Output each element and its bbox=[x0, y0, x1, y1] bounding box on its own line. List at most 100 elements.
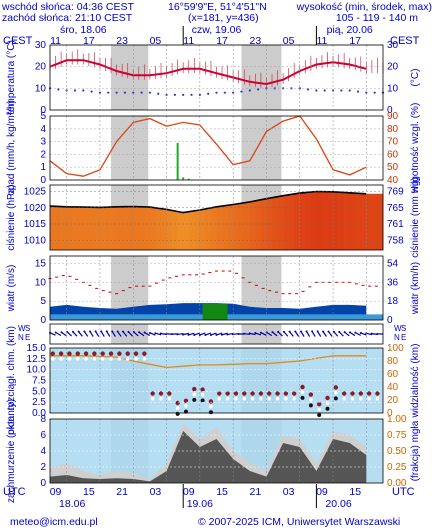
wind-arrow-head bbox=[311, 330, 314, 333]
wind-arrow-head bbox=[359, 331, 362, 334]
y-tick-label: 3 bbox=[40, 137, 46, 148]
y-tick-label-right: 90 bbox=[387, 111, 399, 122]
cloud-base-dot bbox=[367, 396, 371, 401]
cloud-dense-dot bbox=[325, 406, 330, 411]
pressure-fill bbox=[144, 206, 151, 250]
y-tick-label-right: 20 bbox=[387, 395, 399, 406]
wind-arrow bbox=[89, 331, 94, 337]
pressure-fill bbox=[210, 207, 217, 250]
y-tick-label-right: 758 bbox=[387, 235, 404, 246]
wind-arrow-head bbox=[105, 330, 108, 333]
pressure-fill bbox=[216, 206, 223, 250]
pressure-fill bbox=[222, 205, 228, 250]
dew-point bbox=[315, 89, 318, 92]
coordinates-text: 16°59'9"E, 51°4'51"N bbox=[168, 1, 267, 13]
pressure-fill bbox=[61, 206, 67, 250]
y-axis-label-right: (frakcja) mgła bbox=[410, 420, 421, 481]
y-tick-label: 0 bbox=[40, 315, 46, 326]
pressure-fill bbox=[277, 196, 284, 250]
pressure-fill bbox=[88, 207, 95, 250]
dew-point bbox=[157, 92, 160, 95]
pressure-fill bbox=[55, 206, 62, 250]
wind-arrow-head bbox=[159, 332, 162, 335]
y-tick-label-right: 80 bbox=[387, 356, 399, 367]
wind-arrow bbox=[61, 331, 67, 337]
cloud-base-dot bbox=[175, 406, 180, 411]
pressure-fill bbox=[83, 207, 90, 250]
pressure-fill bbox=[288, 194, 295, 250]
y-tick-label-right: 18 bbox=[387, 296, 399, 307]
cloud-base-dot bbox=[192, 392, 197, 397]
hour-tick-top: 17 bbox=[216, 35, 228, 47]
pressure-fill bbox=[283, 195, 289, 250]
cloud-top-dot bbox=[142, 351, 147, 356]
wind-arrow bbox=[249, 332, 256, 336]
pressure-fill bbox=[133, 206, 140, 250]
cloud-top-dot bbox=[167, 391, 172, 396]
pressure-fill bbox=[66, 206, 73, 250]
y-tick-label-right: 40 bbox=[387, 175, 399, 186]
cloud-top-dot bbox=[250, 391, 255, 396]
y-axis-label: ciśnienie (hPa) bbox=[6, 184, 17, 250]
cloud-base-dot bbox=[242, 396, 247, 401]
wind-arrow-head bbox=[127, 330, 130, 333]
temperature-line bbox=[49, 59, 367, 86]
pressure-fill bbox=[371, 193, 378, 250]
wind-arrow bbox=[366, 332, 373, 336]
dew-point bbox=[232, 91, 235, 94]
precip-bar bbox=[176, 142, 179, 180]
y-axis-label-right: widzialność (km) bbox=[410, 344, 421, 419]
precip-bar bbox=[187, 178, 190, 180]
pressure-fill bbox=[255, 200, 262, 250]
hour-tick-bottom: 21 bbox=[250, 486, 262, 498]
cloud-top-dot bbox=[308, 392, 314, 397]
pressure-fill bbox=[138, 206, 145, 250]
compass-letter: E bbox=[401, 333, 406, 342]
y-tick-label-right: 40 bbox=[387, 382, 399, 393]
night-band bbox=[111, 324, 149, 344]
pressure-fill bbox=[333, 191, 339, 250]
wind-arrow-head bbox=[237, 333, 240, 336]
y-tick-label: 10 bbox=[387, 83, 399, 94]
wind-arrow bbox=[272, 331, 278, 337]
cloud-top-dot bbox=[325, 395, 330, 401]
cloud-top-dot bbox=[242, 391, 247, 396]
cloud-base-dot bbox=[75, 357, 80, 361]
wind-arrow bbox=[306, 331, 311, 337]
cloud-base-dot bbox=[200, 393, 205, 397]
night-band bbox=[111, 45, 149, 110]
compass-letter: S bbox=[401, 324, 406, 333]
cloud-base-dot bbox=[300, 390, 305, 395]
cloud-top-dot bbox=[316, 401, 322, 407]
dew-point bbox=[115, 91, 118, 94]
hour-tick-bottom: 03 bbox=[283, 486, 295, 498]
cloud-base-dot bbox=[159, 396, 163, 401]
wind-arrow-head bbox=[282, 330, 285, 333]
pressure-fill bbox=[122, 206, 128, 250]
wind-arrow bbox=[106, 331, 111, 337]
dew-point bbox=[140, 91, 143, 94]
wind-arrow-head bbox=[305, 330, 308, 333]
y-tick-label: 8 bbox=[40, 414, 46, 425]
y-tick-label: 4 bbox=[40, 124, 46, 135]
cloud-top-dot bbox=[150, 391, 155, 396]
cloud-top-dot bbox=[108, 351, 114, 356]
hour-tick-top: 17 bbox=[83, 35, 95, 47]
hour-tick-bottom: 09 bbox=[50, 486, 62, 498]
pressure-fill bbox=[238, 203, 245, 250]
y-axis-label: temperatura (°C) bbox=[6, 40, 17, 115]
wind-arrow-head bbox=[83, 330, 86, 333]
dew-point bbox=[223, 91, 226, 94]
pressure-fill bbox=[77, 207, 84, 250]
cloud-base-dot bbox=[292, 396, 297, 401]
cloud-top-dot bbox=[233, 391, 239, 396]
day-label-top: czw, 19.06 bbox=[192, 24, 242, 36]
y-tick-label: 1025 bbox=[24, 187, 47, 198]
humidity-line bbox=[49, 115, 367, 177]
compass-letter: W bbox=[18, 324, 26, 333]
wind-arrow bbox=[66, 331, 73, 337]
day-label-top: śro, 18.06 bbox=[60, 24, 107, 36]
y-tick-label-right: 36 bbox=[387, 277, 399, 288]
pressure-line bbox=[49, 190, 367, 214]
